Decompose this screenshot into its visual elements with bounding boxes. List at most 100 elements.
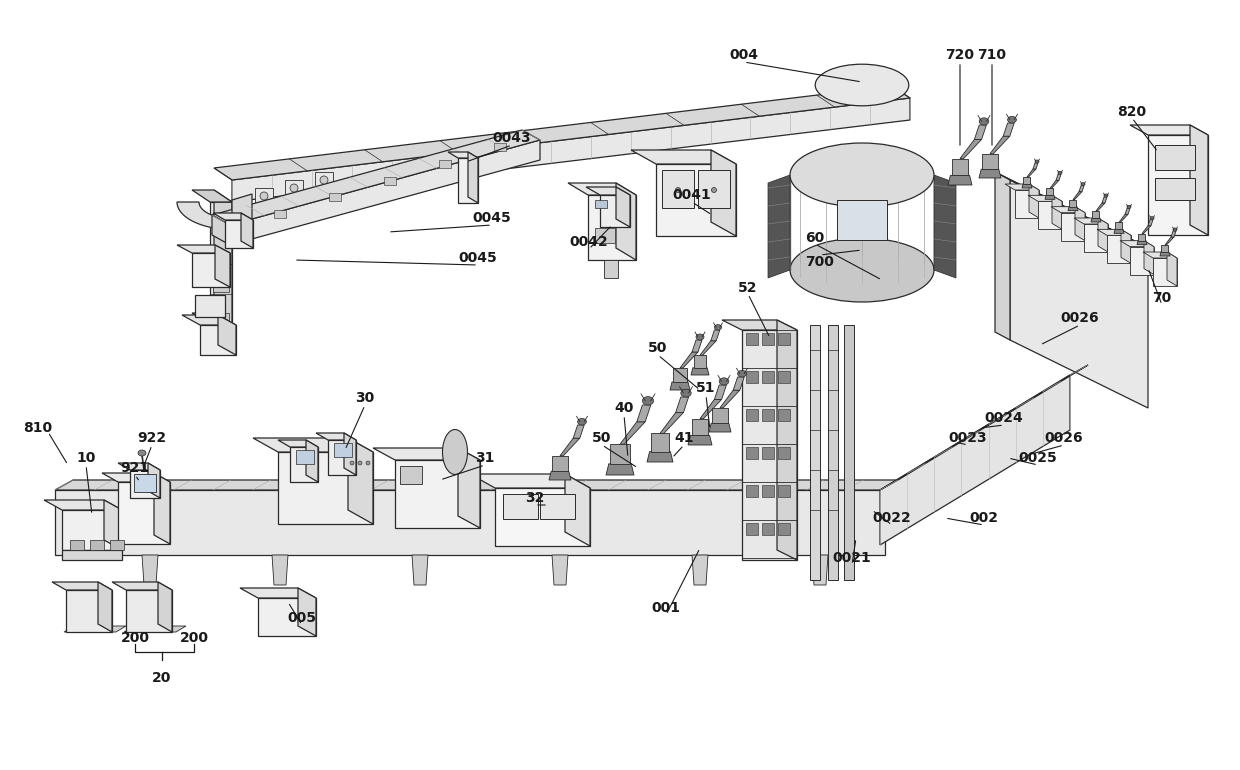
Polygon shape [606,464,634,475]
Polygon shape [1190,125,1208,235]
Polygon shape [215,86,910,180]
Polygon shape [1118,214,1128,223]
Ellipse shape [350,461,353,465]
Ellipse shape [790,238,934,302]
Polygon shape [692,555,708,585]
Polygon shape [1084,224,1109,252]
Bar [777,371,790,383]
Polygon shape [692,340,702,352]
Polygon shape [549,471,570,480]
Polygon shape [1102,197,1107,203]
Polygon shape [1096,203,1105,211]
Polygon shape [573,425,584,438]
Text: 921: 921 [120,461,150,475]
Ellipse shape [1127,206,1131,209]
Polygon shape [306,440,317,482]
Polygon shape [1027,169,1035,177]
Text: 52: 52 [738,281,758,295]
Bar [746,485,758,497]
Bar [763,371,774,383]
Text: 0045: 0045 [459,251,497,265]
Bar [746,447,758,459]
Bar [110,540,124,550]
Polygon shape [258,598,316,636]
Polygon shape [285,180,303,197]
Bar [698,170,730,208]
Bar [384,176,396,185]
Bar [334,443,352,457]
Bar [274,210,286,218]
Bar [1154,145,1195,170]
Bar [692,419,708,435]
Text: 31: 31 [475,451,495,465]
Bar [595,200,608,208]
Polygon shape [192,313,232,325]
Polygon shape [1121,229,1131,263]
Bar [982,154,998,169]
Polygon shape [720,390,740,408]
Polygon shape [177,245,229,253]
Bar [552,456,568,471]
Ellipse shape [696,334,704,340]
Text: 720: 720 [945,48,975,62]
Bar [1023,177,1030,184]
Polygon shape [1097,218,1109,252]
Polygon shape [470,474,590,488]
Bar [213,221,229,231]
Text: 0026: 0026 [1060,311,1100,325]
Polygon shape [1079,186,1084,192]
Polygon shape [934,175,956,278]
Text: 0041: 0041 [672,188,712,202]
Polygon shape [949,176,972,185]
Bar [777,523,790,535]
Ellipse shape [290,184,298,192]
Polygon shape [192,253,229,287]
Polygon shape [343,433,356,475]
Ellipse shape [681,389,691,397]
Ellipse shape [358,461,362,465]
Polygon shape [396,460,480,528]
Bar [539,494,575,519]
Polygon shape [742,330,797,560]
Polygon shape [812,555,828,585]
Polygon shape [495,488,590,546]
Polygon shape [1029,184,1039,218]
Polygon shape [616,187,630,227]
Text: 002: 002 [970,511,998,525]
Bar [439,159,451,168]
Bar [662,170,694,208]
Ellipse shape [260,192,268,200]
Bar [213,252,229,262]
Polygon shape [448,152,477,158]
Polygon shape [631,150,737,164]
Bar [134,474,156,492]
Text: 0022: 0022 [873,511,911,525]
Bar [69,540,84,550]
Text: 810: 810 [24,421,52,435]
Polygon shape [688,435,712,445]
Bar [604,260,618,278]
Bar [746,333,758,345]
Polygon shape [55,490,885,555]
Polygon shape [218,315,236,355]
Bar [296,450,314,464]
Polygon shape [620,422,645,444]
Bar [746,409,758,421]
Bar [777,485,790,497]
Polygon shape [691,368,709,375]
Polygon shape [458,158,477,203]
Ellipse shape [714,325,722,330]
Polygon shape [1073,192,1083,199]
Text: 50: 50 [649,341,667,355]
Ellipse shape [138,450,146,456]
Text: 0042: 0042 [569,235,609,249]
Polygon shape [647,451,673,462]
Polygon shape [241,588,316,598]
Polygon shape [62,550,122,560]
Bar [503,494,538,519]
Ellipse shape [578,418,587,425]
Bar [651,434,670,451]
Polygon shape [215,245,229,287]
Polygon shape [552,555,568,585]
Polygon shape [1148,135,1208,235]
